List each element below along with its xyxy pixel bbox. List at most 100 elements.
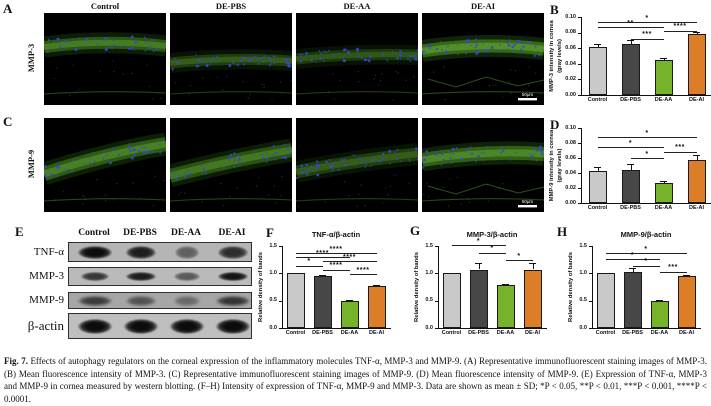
significance-line bbox=[597, 137, 697, 138]
significance-line bbox=[630, 158, 664, 160]
x-category-label: DE-AI bbox=[525, 330, 540, 336]
bar-Control bbox=[286, 273, 305, 328]
error-bar-cap bbox=[629, 268, 636, 270]
panel-d-label: D bbox=[550, 117, 560, 132]
western-blot-strip-mmp3 bbox=[68, 267, 252, 286]
figure-caption: Fig. 7. Effects of autophagy regulators … bbox=[4, 355, 707, 405]
blot-band-DE-AI bbox=[218, 245, 248, 259]
x-category-label: DE-AI bbox=[679, 330, 694, 336]
blot-band-DE-AA bbox=[170, 318, 204, 334]
y-tick-mark bbox=[589, 246, 592, 247]
blot-band-DE-AI bbox=[218, 272, 248, 281]
chart-mmp3-bactin: G MMP-3/β-actin Relative density of bands… bbox=[402, 213, 556, 355]
error-bar-cap bbox=[660, 181, 667, 183]
x-category-label: DE-PBS bbox=[620, 97, 641, 103]
significance-label: ** bbox=[627, 19, 634, 27]
significance-line bbox=[597, 147, 664, 149]
y-axis bbox=[592, 246, 593, 328]
micrograph-mmp9-control bbox=[44, 118, 166, 212]
caption-label: Fig. 7. bbox=[4, 356, 28, 366]
blot-header-de-ai: DE-AI bbox=[218, 228, 246, 238]
blot-band-DE-PBS bbox=[126, 272, 156, 281]
y-tick-mark bbox=[578, 188, 581, 189]
bar-DE-AA bbox=[650, 301, 669, 328]
y-tick-label: 0.10 bbox=[565, 124, 576, 131]
y-tick-label: 0.06 bbox=[565, 45, 576, 51]
y-tick-label: 1.5 bbox=[579, 242, 587, 249]
y-tick-label: 0.5 bbox=[579, 297, 587, 304]
y-tick-label: 0.04 bbox=[565, 169, 576, 176]
micrograph-mmp9-de-aa bbox=[296, 118, 418, 212]
error-bar bbox=[630, 39, 632, 44]
chart-title: TNF-α/β-actin bbox=[311, 230, 361, 239]
x-axis bbox=[438, 328, 547, 329]
error-bar-cap bbox=[502, 283, 509, 285]
significance-line bbox=[663, 30, 697, 32]
micrograph-mmp3-de-pbs bbox=[170, 13, 292, 105]
bar-DE-AA bbox=[340, 301, 359, 328]
column-header-de-ai: DE-AI bbox=[470, 1, 496, 11]
y-axis bbox=[581, 128, 582, 203]
y-tick-mark bbox=[578, 143, 581, 144]
significance-label: *** bbox=[642, 31, 652, 38]
y-tick-mark bbox=[578, 17, 581, 18]
column-header-control: Control bbox=[90, 1, 120, 11]
y-tick-label: 0.10 bbox=[565, 13, 576, 20]
x-category-label: DE-AA bbox=[496, 330, 515, 336]
significance-label: **** bbox=[673, 23, 687, 30]
panel-c-row-label: MMP-9 bbox=[26, 149, 36, 179]
chart-title: MMP-3/β-actin bbox=[466, 230, 518, 239]
x-category-label: DE-AI bbox=[689, 205, 704, 211]
significance-line bbox=[349, 274, 377, 275]
micrograph-mmp9-de-pbs bbox=[170, 118, 292, 212]
significance-label: *** bbox=[675, 144, 685, 152]
error-bar-cap bbox=[656, 300, 663, 302]
significance-label: * bbox=[476, 237, 481, 245]
svg-text:50μm: 50μm bbox=[522, 92, 534, 97]
significance-label: * bbox=[630, 251, 635, 259]
significance-line bbox=[505, 260, 533, 261]
x-category-label: DE-PBS bbox=[622, 330, 643, 336]
bar-Control bbox=[588, 46, 607, 95]
blot-band-Control bbox=[81, 272, 109, 281]
error-bar-cap bbox=[627, 39, 634, 41]
blot-header-de-aa: DE-AA bbox=[170, 228, 202, 238]
blot-row-label-bactin: β-actin bbox=[27, 318, 64, 333]
bar-Control bbox=[596, 273, 615, 328]
blot-row-label-mmp9: MMP-9 bbox=[29, 294, 64, 306]
error-bar-cap bbox=[529, 262, 536, 264]
x-category-label: Control bbox=[441, 330, 462, 336]
bar-DE-AA bbox=[654, 59, 673, 95]
y-tick-label: 0.00 bbox=[565, 199, 576, 206]
error-bar bbox=[597, 44, 599, 47]
micrograph-mmp3-de-aa bbox=[296, 13, 418, 105]
chart-mmp9-intensity: D MMP-9 intensity in cornea (gray levels… bbox=[546, 107, 711, 213]
significance-label: **** bbox=[343, 253, 356, 261]
bar-DE-PBS bbox=[621, 170, 640, 203]
y-tick-label: 0.02 bbox=[565, 184, 576, 191]
micrograph-mmp3-de-ai: 50μm bbox=[422, 13, 544, 105]
y-tick-mark bbox=[435, 328, 438, 329]
error-bar-cap bbox=[373, 284, 380, 286]
x-category-label: Control bbox=[285, 330, 306, 336]
y-tick-mark bbox=[578, 48, 581, 50]
chart-title: MMP-9/β-actin bbox=[620, 230, 672, 239]
y-tick-mark bbox=[279, 246, 282, 247]
significance-line bbox=[451, 245, 506, 246]
y-tick-mark bbox=[589, 328, 592, 329]
y-tick-label: 0.5 bbox=[425, 297, 433, 304]
significance-line bbox=[659, 271, 687, 273]
y-tick-label: 1.0 bbox=[269, 270, 277, 277]
x-category-label: DE-AA bbox=[650, 330, 669, 336]
x-axis bbox=[592, 328, 701, 329]
bar-DE-AI bbox=[687, 159, 706, 203]
panel-b-label: B bbox=[550, 2, 559, 17]
y-tick-mark bbox=[578, 173, 581, 174]
significance-line bbox=[605, 259, 660, 261]
micrograph-mmp3-control bbox=[44, 13, 166, 105]
bar-DE-AI bbox=[677, 276, 696, 328]
panel-f-label: F bbox=[266, 225, 274, 240]
y-tick-mark bbox=[578, 63, 581, 65]
error-bar-cap bbox=[693, 155, 700, 156]
